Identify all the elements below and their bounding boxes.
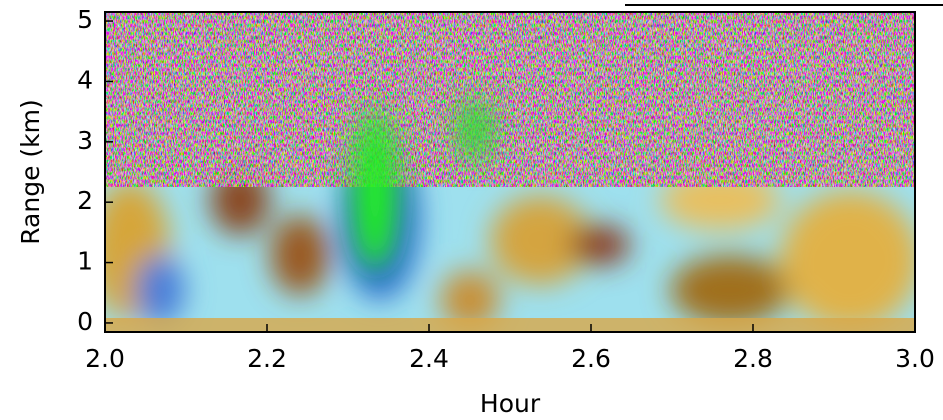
- x-tick-label: 2.6: [571, 344, 611, 373]
- x-axis-label: Hour: [480, 389, 541, 418]
- x-tick-label: 2.8: [733, 344, 773, 373]
- blob: [780, 190, 915, 330]
- plot-frame: [104, 11, 916, 333]
- y-tick-label: 2: [77, 186, 93, 215]
- x-tick-label: 2.0: [85, 344, 125, 373]
- y-axis-label: Range (km): [16, 99, 45, 245]
- blob: [490, 195, 590, 285]
- y-tick-label: 5: [77, 5, 93, 34]
- x-tick-label: 2.2: [247, 344, 287, 373]
- noise-region: [105, 12, 915, 187]
- y-tick-label: 4: [77, 65, 93, 94]
- x-tick-label: 3.0: [895, 344, 935, 373]
- green-plumes: [353, 100, 493, 270]
- ground-band: [105, 318, 915, 332]
- blob: [353, 110, 397, 270]
- blob: [135, 255, 185, 325]
- y-tick-label: 1: [77, 247, 93, 276]
- blob: [270, 215, 330, 295]
- x-tick-label: 2.4: [409, 344, 449, 373]
- plot-image: [105, 12, 915, 332]
- blob: [440, 270, 500, 330]
- blob: [670, 255, 790, 325]
- blob: [570, 225, 630, 265]
- blob: [457, 100, 493, 160]
- y-tick-label: 0: [77, 307, 93, 336]
- y-tick-label: 3: [77, 126, 93, 155]
